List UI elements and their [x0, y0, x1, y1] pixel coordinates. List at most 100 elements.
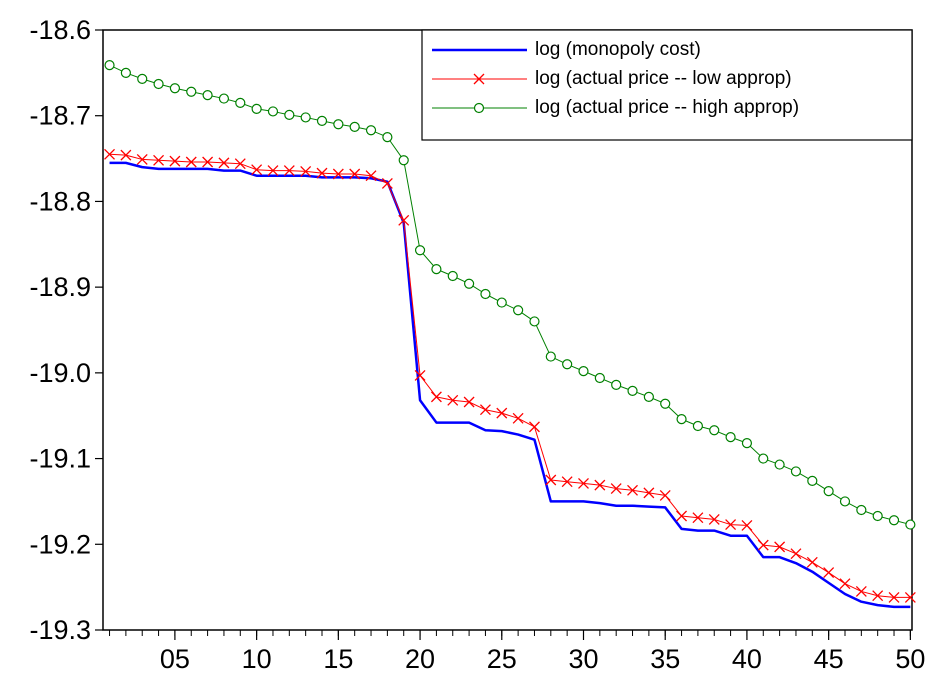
marker-circle: [104, 60, 115, 71]
marker-x: [561, 476, 573, 488]
marker-circle: [431, 264, 442, 275]
legend-box: [421, 29, 913, 141]
marker-x: [839, 578, 851, 590]
y-tick-label: -18.9: [29, 272, 91, 302]
marker-x: [202, 156, 214, 168]
marker-circle: [251, 103, 262, 114]
marker-circle: [382, 132, 393, 143]
marker-circle: [120, 67, 131, 78]
series-line: [109, 161, 911, 609]
legend-marker: [473, 102, 485, 114]
marker-circle: [643, 391, 654, 402]
marker-x: [594, 479, 606, 491]
marker-x: [529, 421, 540, 433]
legend-marker: [473, 73, 485, 85]
y-tick-label: -19.2: [29, 529, 91, 559]
marker-circle: [169, 83, 181, 94]
marker-x: [479, 404, 491, 416]
marker-circle: [496, 297, 507, 308]
marker-circle: [480, 288, 491, 300]
marker-x: [676, 510, 688, 522]
marker-x: [823, 567, 835, 579]
marker-x: [496, 407, 508, 419]
marker-circle: [365, 125, 377, 136]
marker-circle: [823, 486, 834, 497]
marker-x: [414, 369, 426, 381]
marker-x: [234, 158, 246, 170]
marker-x: [692, 512, 704, 524]
x-tick-label: 35: [650, 644, 680, 674]
marker-x: [430, 391, 442, 403]
marker-x: [774, 541, 786, 553]
marker-x: [349, 168, 361, 180]
marker-circle: [218, 93, 230, 104]
x-tick-label: 25: [487, 644, 517, 674]
marker-circle: [284, 109, 295, 120]
legend-label: log (actual price -- low approp): [535, 68, 792, 89]
y-tick-label: -18.8: [29, 186, 91, 216]
marker-x: [447, 394, 459, 406]
marker-circle: [333, 119, 344, 130]
marker-circle: [888, 515, 900, 526]
y-tick-label: -19.0: [29, 358, 91, 388]
marker-circle: [414, 245, 426, 256]
x-tick-label: 40: [732, 644, 762, 674]
marker-circle: [839, 496, 851, 507]
marker-x: [120, 149, 132, 161]
marker-circle: [676, 414, 687, 425]
marker-x: [725, 519, 737, 531]
marker-circle: [529, 316, 540, 327]
marker-x: [185, 156, 197, 168]
marker-x: [381, 177, 393, 189]
x-tick-label: 05: [160, 644, 190, 674]
marker-circle: [741, 438, 753, 449]
marker-circle: [807, 475, 818, 486]
marker-x: [708, 513, 720, 525]
marker-circle: [594, 372, 605, 384]
marker-x: [316, 167, 328, 179]
marker-x: [300, 165, 312, 177]
marker-circle: [316, 115, 328, 126]
marker-x: [283, 165, 295, 177]
marker-circle: [463, 278, 475, 289]
marker-x: [741, 519, 753, 531]
marker-circle: [447, 270, 458, 282]
marker-circle: [578, 366, 589, 377]
marker-x: [545, 474, 557, 486]
marker-circle: [774, 459, 785, 470]
marker-x: [757, 539, 769, 551]
marker-x: [578, 477, 589, 489]
marker-circle: [300, 112, 311, 123]
marker-x: [627, 484, 638, 496]
marker-circle: [627, 385, 638, 396]
legend-label: log (monopoly cost): [535, 39, 701, 60]
series-line: [109, 153, 911, 598]
marker-circle: [235, 97, 246, 108]
marker-circle: [611, 379, 622, 390]
marker-circle: [137, 73, 148, 84]
marker-x: [332, 168, 344, 180]
marker-circle: [790, 466, 802, 477]
marker-circle: [905, 519, 916, 530]
marker-x: [806, 556, 818, 568]
marker-x: [251, 164, 263, 176]
x-tick-label: 30: [568, 644, 598, 674]
marker-x: [267, 165, 279, 177]
marker-x: [463, 396, 475, 408]
x-tick-label: 15: [323, 644, 353, 674]
marker-circle: [153, 78, 164, 90]
marker-x: [136, 153, 148, 165]
marker-x: [398, 214, 410, 226]
marker-x: [855, 585, 867, 597]
marker-circle: [513, 305, 524, 316]
marker-x: [904, 591, 916, 603]
marker-circle: [562, 359, 573, 370]
marker-x: [872, 590, 884, 602]
marker-x: [104, 148, 115, 160]
marker-circle: [186, 86, 197, 97]
marker-circle: [709, 425, 720, 436]
y-tick-label: -18.7: [29, 101, 91, 131]
marker-circle: [398, 155, 409, 166]
marker-circle: [267, 106, 279, 117]
